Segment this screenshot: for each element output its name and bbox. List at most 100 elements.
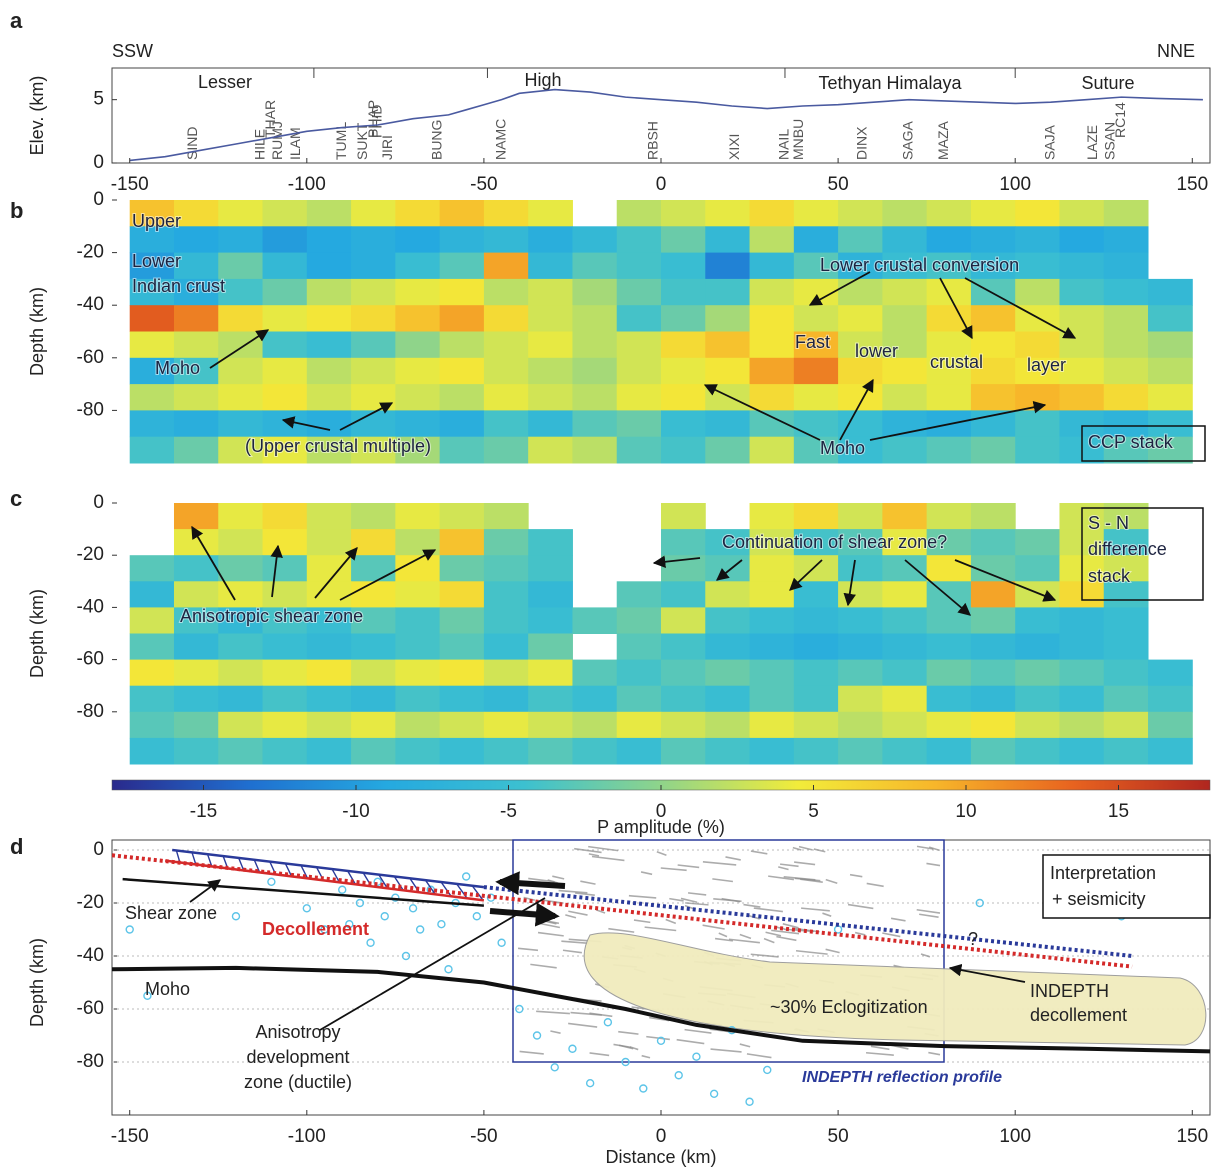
y-tick-label: -60	[77, 998, 104, 1019]
reflection-stroke	[541, 899, 563, 904]
heatmap-cell	[483, 503, 529, 530]
heatmap-cell	[882, 685, 928, 713]
heatmap-cell	[838, 384, 883, 411]
reflection-stroke	[798, 845, 813, 851]
earthquake	[125, 925, 134, 934]
heatmap-cell	[395, 685, 441, 713]
heatmap-cell	[1148, 685, 1193, 713]
heatmap-cell	[528, 384, 573, 411]
heatmap-cell	[1059, 278, 1105, 306]
heatmap-cell	[793, 529, 839, 556]
heatmap-cell	[705, 436, 751, 464]
heatmap-cell	[749, 278, 795, 306]
heatmap-cell	[616, 581, 662, 608]
reflection-stroke	[558, 889, 588, 894]
y-tick-label: 0	[93, 839, 104, 860]
heatmap-cell	[1103, 357, 1149, 385]
reflection-stroke	[537, 931, 564, 937]
heatmap-cell	[793, 305, 839, 332]
heatmap-cell	[970, 737, 1016, 765]
heatmap-cell	[705, 737, 751, 765]
station-label: BUNG	[429, 120, 445, 160]
annotation: Upper	[132, 211, 181, 231]
station-label: RC14	[1112, 102, 1128, 138]
reflection-box	[512, 839, 945, 1063]
annotation: (Upper crustal multiple)	[245, 436, 431, 456]
heatmap-cell	[218, 529, 264, 556]
heatmap-cell	[1103, 252, 1149, 280]
earthquake	[380, 912, 389, 921]
heatmap-cell	[306, 357, 352, 385]
heatmap-cell	[528, 200, 573, 227]
arrow	[652, 555, 701, 569]
heatmap-cell	[129, 555, 175, 582]
heatmap-cell	[262, 357, 308, 385]
heatmap-cell	[528, 529, 573, 556]
direction-label: SSW	[112, 41, 153, 61]
hatch	[472, 885, 484, 900]
reflection-stroke	[926, 862, 941, 867]
earthquake	[355, 898, 365, 908]
region-label: High	[524, 70, 561, 90]
x-tick-label: -100	[288, 174, 326, 195]
reflection-stroke	[725, 856, 741, 861]
heatmap-cell	[661, 633, 706, 661]
reflection-stroke	[656, 851, 667, 857]
heatmap-cell	[882, 384, 928, 411]
heatmap-cell	[351, 659, 396, 687]
heatmap-cell	[439, 252, 485, 280]
annotation: Moho	[820, 438, 865, 458]
heatmap-cell	[661, 410, 706, 438]
heatmap-cell	[616, 278, 662, 306]
heatmap-cell	[793, 384, 839, 411]
heatmap-cell	[661, 357, 706, 385]
heatmap-cell	[306, 226, 352, 254]
heatmap-cell	[572, 331, 618, 359]
heatmap-cell	[926, 581, 972, 608]
x-tick-label: -15	[190, 801, 217, 822]
heatmap-cell	[749, 200, 795, 227]
heatmap-cell	[306, 503, 352, 530]
annotation: CCP stack	[1088, 432, 1174, 452]
arrow	[339, 402, 394, 431]
heatmap-cell	[129, 737, 175, 765]
heatmap-cell	[838, 226, 883, 254]
y-tick-label: -20	[77, 242, 104, 263]
heatmap-cell	[1103, 529, 1149, 556]
reflection-stroke	[822, 912, 832, 917]
reflection-stroke	[517, 947, 539, 952]
heatmap-cell	[528, 711, 573, 739]
earthquake	[461, 872, 471, 881]
heatmap-cell	[173, 252, 219, 280]
heatmap-cell	[1015, 278, 1060, 306]
heatmap-cell	[218, 436, 264, 464]
annotation: Fast	[795, 332, 830, 352]
heatmap-cell	[793, 659, 839, 687]
heatmap-cell	[395, 711, 441, 739]
reflection-stroke	[618, 1030, 639, 1035]
heatmap-cell	[793, 410, 839, 438]
heatmap-cell	[749, 503, 795, 530]
heatmap-cell	[793, 503, 839, 530]
heatmap-cell	[218, 331, 264, 359]
annotation: Lower crustal conversion	[820, 255, 1019, 275]
heatmap-cell	[926, 436, 972, 464]
heatmap-cell	[749, 357, 795, 385]
heatmap-cell	[705, 529, 751, 556]
heatmap-cell	[129, 252, 175, 280]
heatmap-cell	[705, 659, 751, 687]
heatmap-cell	[173, 711, 219, 739]
heatmap-cell	[1103, 436, 1149, 464]
heatmap-cell	[926, 503, 972, 530]
reflection-stroke	[565, 914, 577, 919]
heatmap-cell	[616, 331, 662, 359]
arrow	[314, 547, 358, 599]
reflection-stroke	[608, 927, 635, 933]
station-label: SUKT	[354, 122, 370, 160]
heatmap-cell	[1148, 305, 1193, 332]
heatmap-cell	[793, 737, 839, 765]
heatmap-cell	[306, 581, 352, 608]
heatmap-cell	[616, 252, 662, 280]
earthquake	[373, 877, 382, 886]
heatmap-cell	[661, 581, 706, 608]
